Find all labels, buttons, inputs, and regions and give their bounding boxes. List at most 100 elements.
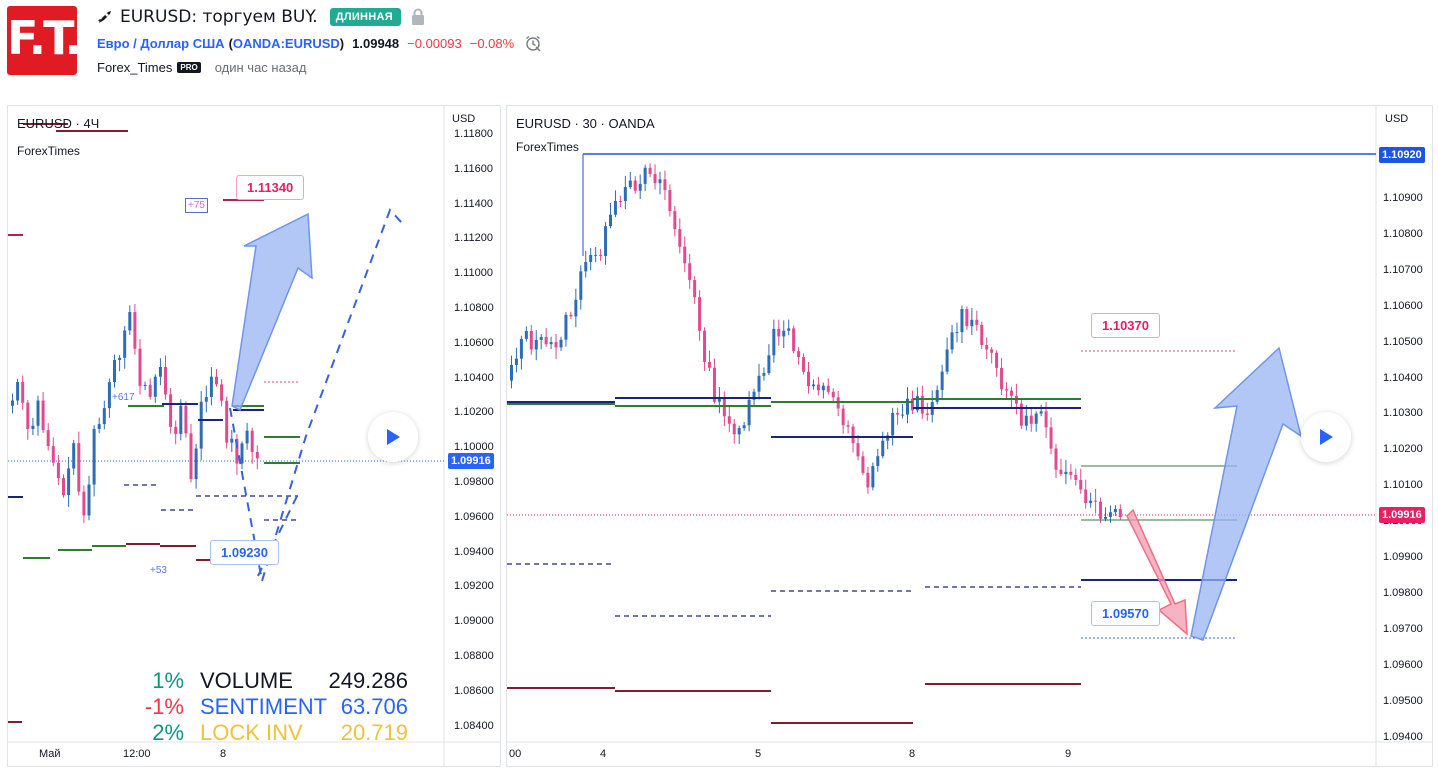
- current-price-tag: 1.09916: [1379, 507, 1425, 523]
- candle-body: [935, 389, 939, 402]
- candle-body: [623, 187, 627, 202]
- candle-body: [174, 426, 178, 434]
- candle-body: [255, 451, 259, 459]
- target-up-label[interactable]: 1.10370: [1091, 313, 1160, 338]
- candle-body: [717, 397, 721, 402]
- symbol-change-percent: −0.08%: [469, 35, 515, 51]
- candle-body: [628, 180, 632, 188]
- high-line-price-tag: 1.10920: [1379, 147, 1425, 163]
- lock-icon: [412, 8, 424, 25]
- candle-body: [698, 297, 702, 331]
- candle-body: [901, 414, 905, 416]
- candle-body: [138, 348, 142, 387]
- chart-panel-4h[interactable]: EURUSD · 4Ч ForexTimes USD 1.11800 1.1160…: [7, 105, 501, 767]
- candle-body: [1074, 474, 1078, 480]
- price-tick: 1.09800: [454, 476, 494, 488]
- price-tick: 1.11800: [454, 128, 493, 140]
- candle-body: [757, 375, 761, 392]
- candle-body: [732, 423, 736, 435]
- candle-body: [990, 349, 994, 353]
- candle-body: [703, 330, 707, 362]
- candle-body: [856, 443, 860, 457]
- candle-body: [245, 430, 249, 444]
- author-name-link[interactable]: Forex_Times: [97, 59, 173, 75]
- symbol-ticker-link[interactable]: OANDA:EURUSD: [232, 35, 340, 51]
- candle-body: [925, 413, 929, 415]
- candle-body: [643, 167, 647, 184]
- candle-body: [861, 456, 865, 473]
- candle-body: [77, 443, 81, 492]
- price-tick: 1.09500: [1383, 694, 1423, 707]
- sentiment-name: SENTIMENT: [200, 694, 328, 719]
- price-tick: 1.09200: [454, 580, 494, 593]
- stats-row-sentiment: -1% SENTIMENT 63.706: [138, 694, 408, 720]
- candle-body: [722, 397, 726, 417]
- chart-panel-30m[interactable]: EURUSD · 30 · OANDA ForexTimes USD 1.109…: [506, 105, 1433, 767]
- time-tick: 9: [1065, 748, 1072, 760]
- rocket-icon: [98, 11, 111, 23]
- volume-value: 249.286: [328, 668, 408, 693]
- chart-canvas-30m[interactable]: [507, 106, 1433, 767]
- candle-body: [821, 385, 825, 391]
- play-replay-button[interactable]: [368, 412, 418, 462]
- candle-body: [1079, 479, 1083, 490]
- candle-body: [240, 443, 244, 464]
- candle-body: [594, 254, 598, 256]
- candle-body: [1029, 415, 1033, 424]
- symbol-paren-close: ): [339, 35, 345, 51]
- candle-body: [204, 396, 208, 402]
- author-logo[interactable]: F.T.: [7, 6, 82, 75]
- price-tick: 1.10200: [1383, 443, 1423, 456]
- candle-body: [589, 255, 593, 262]
- price-tick: 1.10500: [1383, 335, 1423, 348]
- time-tick: 5: [755, 748, 762, 760]
- play-replay-button[interactable]: [1301, 412, 1351, 462]
- symbol-change: −0.00093: [407, 35, 462, 51]
- candle-body: [797, 351, 801, 358]
- time-tick: 8: [220, 748, 227, 760]
- candle-body: [1024, 415, 1028, 426]
- time-tick: 12:00: [123, 748, 151, 760]
- candle-body: [831, 391, 835, 398]
- alarm-clock-icon[interactable]: [524, 34, 542, 52]
- bullish-arrow: [1190, 346, 1303, 641]
- stats-row-lock-inv: 2% LOCK INV 20.719: [138, 720, 408, 746]
- candle-body: [194, 448, 198, 480]
- candle-body: [559, 339, 563, 348]
- target-down-label[interactable]: 1.09570: [1091, 601, 1160, 626]
- candle-body: [678, 229, 682, 247]
- candle-body: [787, 328, 791, 331]
- symbol-paren-open: (: [228, 35, 233, 51]
- axis-currency: USD: [1385, 113, 1409, 125]
- study-name: ForexTimes: [516, 140, 579, 154]
- candle-body: [82, 491, 86, 516]
- candle-body: [1084, 489, 1088, 504]
- candle-body: [668, 190, 672, 212]
- price-tick: 1.09300: [1383, 766, 1423, 767]
- idea-title: EURUSD: торгуем BUY.: [120, 7, 318, 27]
- symbol-name-link[interactable]: Евро / Доллар США: [97, 35, 225, 51]
- candle-body: [1059, 469, 1063, 475]
- candle-body: [609, 214, 612, 227]
- target-down-label[interactable]: 1.09230: [210, 540, 279, 565]
- candle-body: [683, 246, 687, 264]
- candle-body: [102, 408, 106, 425]
- candle-body: [955, 332, 959, 334]
- chart-canvas-4h[interactable]: [8, 106, 501, 767]
- candle-body: [777, 328, 781, 337]
- candle-body: [648, 167, 652, 175]
- lock-inv-value: 20.719: [340, 720, 408, 745]
- candle-body: [544, 337, 548, 345]
- candle-body: [519, 338, 523, 359]
- candle-body: [179, 405, 183, 434]
- bullish-arrow: [231, 212, 313, 412]
- candle-body: [846, 425, 850, 427]
- target-up-label[interactable]: 1.11340: [236, 175, 305, 200]
- candle-body: [886, 435, 890, 441]
- candle-body: [792, 328, 796, 352]
- candle-body: [62, 478, 65, 496]
- chart-title: EURUSD · 4Ч: [17, 116, 100, 131]
- price-tick: 1.09800: [1383, 586, 1423, 599]
- candle-body: [604, 226, 608, 256]
- symbol-price: 1.09948: [352, 35, 400, 51]
